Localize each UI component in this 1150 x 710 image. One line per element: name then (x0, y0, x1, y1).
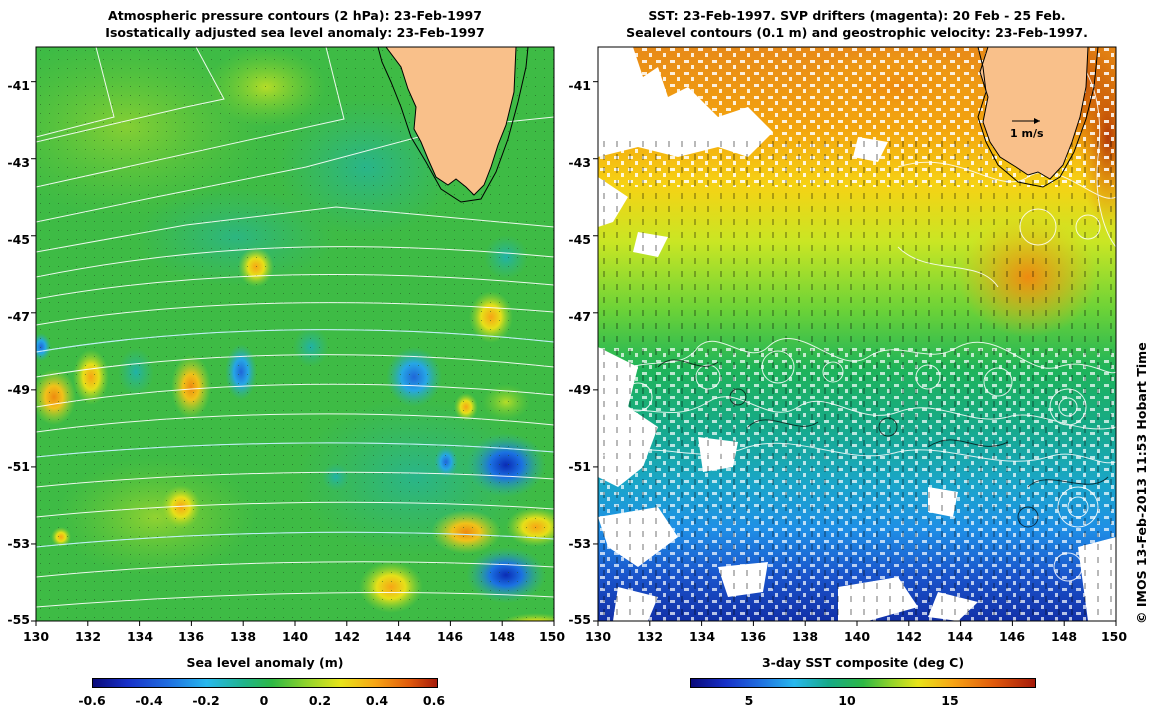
lat-label: -41 (7, 78, 30, 93)
pressure-contours (36, 47, 554, 608)
lat-label: -41 (568, 78, 591, 93)
left-colorbar-title: Sea level anomaly (m) (186, 655, 344, 670)
lon-label: 132 (74, 629, 102, 644)
lon-label: 134 (688, 629, 716, 644)
right-colorbar-title: 3-day SST composite (deg C) (761, 655, 965, 670)
credit-text: © IMOS 13-Feb-2013 11:53 Hobart Time (1134, 342, 1149, 624)
colorbar-tick: 10 (838, 693, 856, 708)
colorbar-tick: 0.2 (308, 693, 332, 708)
geostrophic-velocity-field (598, 137, 1116, 621)
lat-label: -51 (568, 459, 591, 474)
lat-label: -43 (568, 155, 591, 170)
lon-label: 146 (998, 629, 1026, 644)
velocity-scale-label: 1 m/s (1010, 127, 1044, 140)
lon-label: 138 (791, 629, 819, 644)
colorbar-tick: 0 (259, 693, 269, 708)
lon-label: 130 (584, 629, 612, 644)
right-title-line2: Sealevel contours (0.1 m) and geostrophi… (626, 25, 1088, 40)
left-title-line2: Isostatically adjusted sea level anomaly… (105, 25, 485, 40)
colorbar-tick: -0.4 (135, 693, 163, 708)
lon-label: 138 (229, 629, 257, 644)
lon-label: 140 (843, 629, 871, 644)
sealevel-contours (598, 47, 1116, 582)
lat-label: -55 (568, 612, 591, 627)
colorbar-tick: -0.2 (192, 693, 220, 708)
right-title-line1: SST: 23-Feb-1997. SVP drifters (magenta)… (648, 8, 1066, 23)
lon-label: 150 (538, 629, 566, 644)
colorbar-tick: 5 (744, 693, 754, 708)
sst-map[interactable]: 1 m/s (598, 47, 1116, 621)
tasmania-landmass-left (385, 47, 517, 196)
velocity-scale-arrow (1012, 118, 1040, 124)
sea-level-anomaly-colorbar (92, 678, 438, 688)
left-title: Atmospheric pressure contours (2 hPa): 2… (36, 7, 554, 41)
lon-label: 142 (333, 629, 361, 644)
colorbar-tick: -0.6 (78, 693, 106, 708)
lat-label: -51 (7, 459, 30, 474)
lon-label: 134 (126, 629, 154, 644)
right-title: SST: 23-Feb-1997. SVP drifters (magenta)… (598, 7, 1116, 41)
lat-label: -49 (568, 382, 591, 397)
lat-label: -43 (7, 155, 30, 170)
lon-label: 150 (1100, 629, 1128, 644)
lon-label: 148 (488, 629, 516, 644)
lat-label: -55 (7, 612, 30, 627)
lat-label: -47 (568, 309, 591, 324)
lon-label: 132 (636, 629, 664, 644)
sea-level-anomaly-map[interactable] (36, 47, 554, 621)
lat-label: -45 (7, 232, 30, 247)
lat-label: -53 (568, 536, 591, 551)
lon-label: 146 (436, 629, 464, 644)
lat-label: -47 (7, 309, 30, 324)
lon-label: 144 (946, 629, 974, 644)
left-title-line1: Atmospheric pressure contours (2 hPa): 2… (108, 8, 482, 23)
lon-label: 148 (1050, 629, 1078, 644)
lon-label: 140 (281, 629, 309, 644)
lat-label: -49 (7, 382, 30, 397)
lon-label: 136 (177, 629, 205, 644)
lat-label: -45 (568, 232, 591, 247)
lon-label: 136 (739, 629, 767, 644)
colorbar-tick: 15 (941, 693, 959, 708)
colorbar-tick: 0.6 (422, 693, 446, 708)
tasmania-landmass-right (979, 47, 1089, 180)
colorbar-tick: 0.4 (365, 693, 389, 708)
sst-colorbar (690, 678, 1036, 688)
lon-label: 144 (384, 629, 412, 644)
lon-label: 130 (22, 629, 50, 644)
lat-label: -53 (7, 536, 30, 551)
lon-label: 142 (895, 629, 923, 644)
